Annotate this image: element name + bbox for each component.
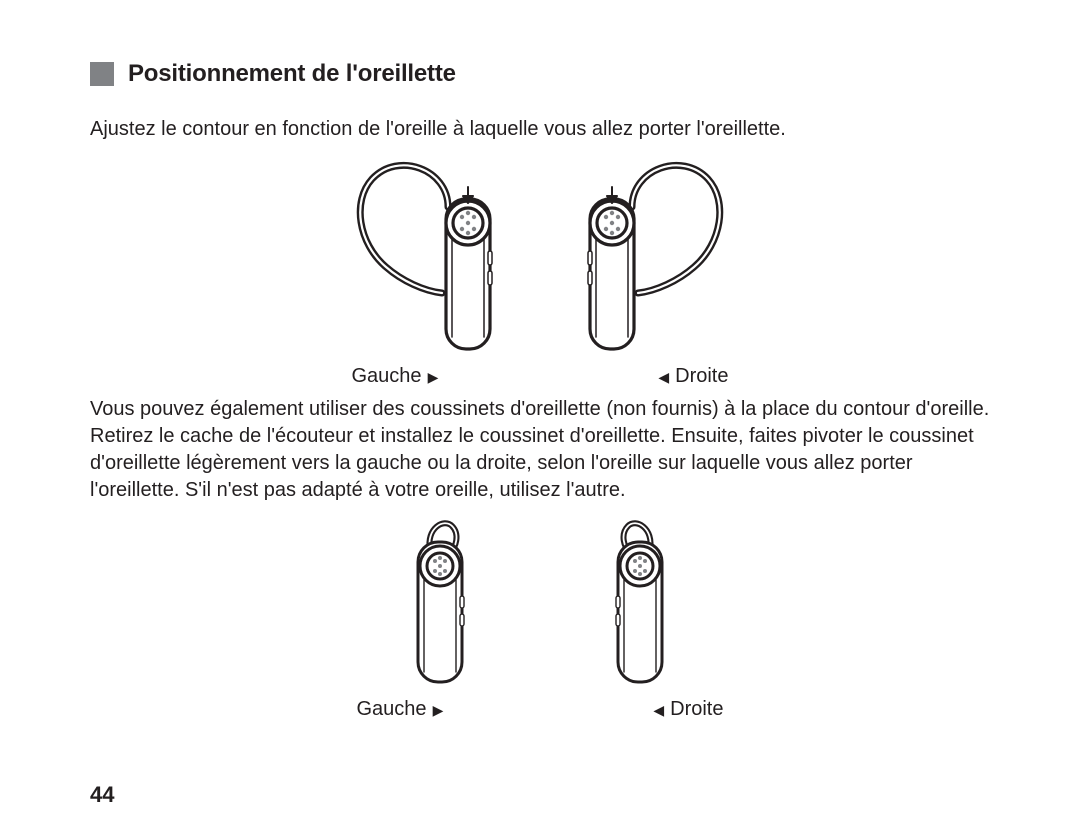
manual-page: Positionnement de l'oreillette Ajustez l… — [0, 0, 1080, 840]
section-heading: Positionnement de l'oreillette — [90, 60, 990, 88]
figure-hook-right — [560, 151, 730, 361]
caption-left-2: Gauche ▶ — [357, 698, 444, 721]
earpiece-gel-right-icon — [590, 512, 690, 692]
earpiece-hook-left-icon — [350, 151, 520, 361]
triangle-left-icon: ◀ — [653, 703, 664, 717]
heading-title: Positionnement de l'oreillette — [128, 60, 456, 88]
label-right: Droite — [675, 365, 728, 388]
figure-hook-row — [90, 151, 990, 361]
figure-hook-left — [350, 151, 520, 361]
figure2-caption: Gauche ▶ ◀ Droite — [90, 698, 990, 721]
triangle-right-icon: ▶ — [428, 370, 439, 384]
label-left: Gauche — [357, 698, 427, 721]
triangle-right-icon: ▶ — [433, 703, 444, 717]
label-left: Gauche — [352, 365, 422, 388]
earpiece-gel-left-icon — [390, 512, 490, 692]
figure-gel-row — [90, 512, 990, 692]
page-number: 44 — [90, 782, 114, 808]
figure1-caption: Gauche ▶ ◀ Droite — [90, 365, 990, 388]
earpiece-hook-right-icon — [560, 151, 730, 361]
caption-right-2: ◀ Droite — [653, 698, 723, 721]
triangle-left-icon: ◀ — [658, 370, 669, 384]
figure-gel-right — [590, 512, 690, 692]
caption-left-1: Gauche ▶ — [352, 365, 439, 388]
caption-right-1: ◀ Droite — [658, 365, 728, 388]
paragraph-1: Ajustez le contour en fonction de l'orei… — [90, 116, 990, 143]
paragraph-2: Vous pouvez également utiliser des couss… — [90, 396, 990, 504]
figure-gel-left — [390, 512, 490, 692]
heading-bullet-square — [90, 62, 114, 86]
label-right: Droite — [670, 698, 723, 721]
